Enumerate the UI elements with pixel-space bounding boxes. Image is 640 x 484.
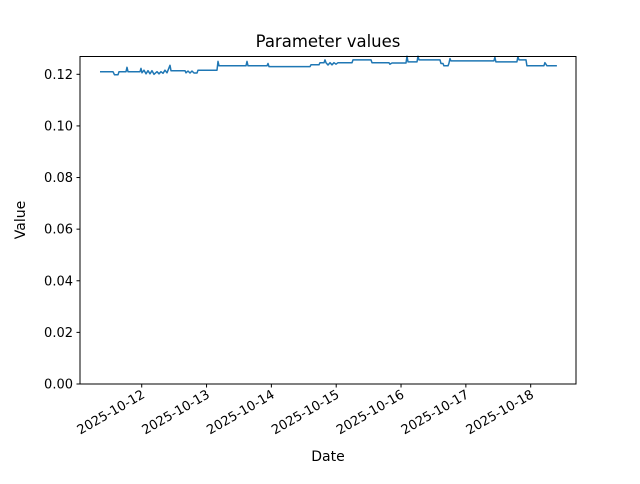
y-tick-label: 0.10 (44, 119, 73, 134)
data-line (100, 55, 557, 76)
x-tick-label: 2025-10-15 (269, 387, 342, 438)
y-axis-label: Value (13, 201, 29, 239)
y-tick-label: 0.02 (44, 326, 73, 341)
y-tick-label: 0.08 (44, 171, 73, 186)
chart-title: Parameter values (256, 32, 401, 51)
x-tick-label: 2025-10-18 (464, 387, 537, 438)
y-tick-label: 0.06 (44, 223, 73, 238)
x-tick-label: 2025-10-13 (140, 387, 213, 438)
x-tick-label: 2025-10-12 (75, 387, 148, 438)
x-axis-label: Date (311, 449, 344, 465)
x-tick-label: 2025-10-17 (399, 387, 472, 438)
x-axis-ticks: 2025-10-122025-10-132025-10-142025-10-15… (75, 384, 537, 438)
plot-border (79, 56, 577, 385)
y-axis-ticks: 0.00 0.02 0.04 0.06 0.08 0.10 0.12 (44, 68, 80, 393)
y-tick-label: 0.00 (44, 378, 73, 393)
y-tick-label: 0.04 (44, 274, 73, 289)
x-tick-label: 2025-10-14 (204, 387, 277, 438)
x-tick-label: 2025-10-16 (334, 387, 407, 438)
y-tick-label: 0.12 (44, 68, 73, 83)
